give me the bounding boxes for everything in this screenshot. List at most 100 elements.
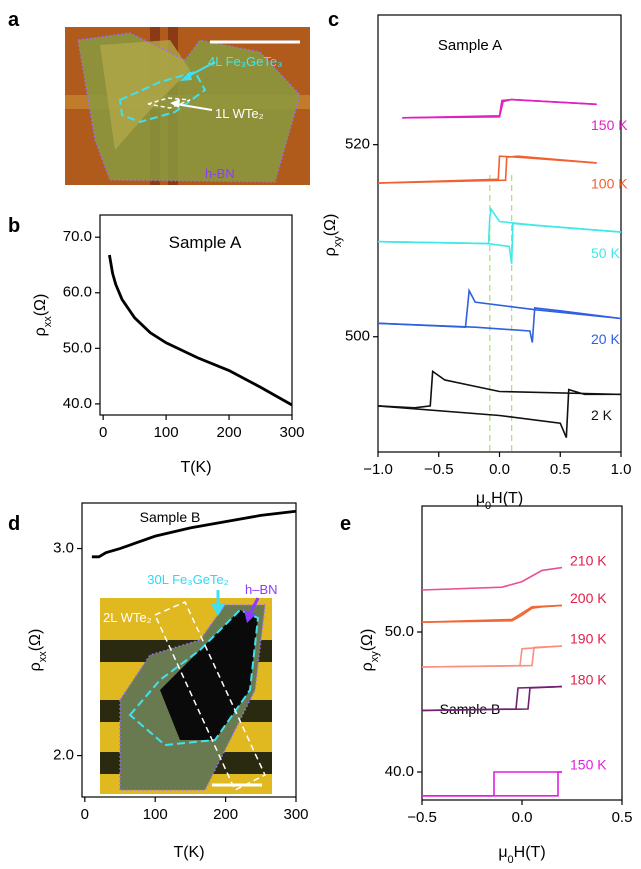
data-line bbox=[108, 254, 293, 407]
x-axis-label-part: H(T) bbox=[491, 490, 523, 507]
micrograph-a: 4L Fe₃GeTe₃ 1L WTe₂ h-BN bbox=[65, 27, 310, 185]
x-tick-label: 0.5 bbox=[550, 461, 571, 478]
data-line bbox=[377, 388, 621, 438]
y-axis-label-part: xx bbox=[37, 651, 49, 663]
label-wte2: 1L WTe₂ bbox=[215, 106, 264, 121]
y-axis-label-part: (Ω) bbox=[27, 629, 44, 652]
y-axis-label-part: ρ bbox=[32, 327, 49, 336]
y-axis-label-part: ρ bbox=[359, 662, 376, 671]
x-tick-label: 100 bbox=[143, 806, 168, 823]
y-axis-label-part: (Ω) bbox=[359, 629, 376, 652]
data-line bbox=[377, 307, 622, 343]
series-label: 100 K bbox=[591, 176, 628, 192]
x-tick-label: 200 bbox=[217, 424, 242, 441]
x-tick-label: −0.5 bbox=[424, 461, 454, 478]
y-axis-label: ρxx(Ω) bbox=[32, 294, 54, 337]
x-tick-label: 200 bbox=[213, 806, 238, 823]
panel-label: a bbox=[8, 9, 20, 31]
x-axis-label: T(K) bbox=[180, 459, 211, 476]
y-tick-label: 60.0 bbox=[63, 284, 92, 301]
y-axis-label-part: ρ bbox=[27, 662, 44, 671]
data-line bbox=[421, 566, 563, 591]
data-line bbox=[402, 98, 597, 119]
y-tick-label: 40.0 bbox=[385, 763, 414, 780]
micrograph-d: 30L Fe₃GeTe₂ h–BN 2L WTe₂ bbox=[100, 572, 278, 794]
series-label: 2 K bbox=[591, 407, 613, 423]
x-tick-label: 0.0 bbox=[512, 809, 533, 826]
data-line bbox=[421, 645, 563, 668]
y-tick-label: 3.0 bbox=[53, 540, 74, 557]
y-tick-label: 50.0 bbox=[385, 623, 414, 640]
data-line bbox=[421, 604, 563, 623]
series-label: 150 K bbox=[570, 757, 607, 773]
x-tick-label: 0 bbox=[81, 806, 89, 823]
plot-frame bbox=[81, 502, 297, 798]
data-line bbox=[421, 685, 563, 712]
x-tick-label: 0.5 bbox=[612, 809, 633, 826]
y-tick-label: 70.0 bbox=[63, 228, 92, 245]
series-label: 200 K bbox=[570, 590, 607, 606]
x-tick-label: 100 bbox=[154, 424, 179, 441]
data-line bbox=[377, 287, 622, 328]
inset-label: 2L WTe₂ bbox=[103, 610, 152, 625]
annotation: Sample A bbox=[169, 233, 242, 252]
y-tick-label: 520 bbox=[345, 136, 370, 153]
y-axis-label-part: (Ω) bbox=[32, 294, 49, 317]
panel-label: d bbox=[8, 513, 20, 535]
data-line bbox=[377, 206, 622, 245]
series-label: 210 K bbox=[570, 552, 607, 568]
label-fgt: 4L Fe₃GeTe₃ bbox=[208, 54, 282, 69]
x-axis-label: T(K) bbox=[173, 844, 204, 861]
y-axis-label: ρxy(Ω) bbox=[322, 214, 344, 257]
x-axis-label-part: T(K) bbox=[180, 459, 211, 476]
panel-label: c bbox=[328, 9, 339, 31]
plot-frame bbox=[377, 14, 622, 453]
y-tick-label: 2.0 bbox=[53, 747, 74, 764]
data-line bbox=[421, 645, 563, 668]
x-axis-label-part: μ bbox=[498, 844, 507, 861]
series-label: 190 K bbox=[570, 631, 607, 647]
x-axis-label-part: H(T) bbox=[514, 844, 546, 861]
y-tick-label: 500 bbox=[345, 328, 370, 345]
x-tick-label: 300 bbox=[283, 806, 308, 823]
y-axis-label-part: xy bbox=[369, 651, 381, 663]
data-line bbox=[422, 771, 562, 797]
annotation: Sample B bbox=[140, 509, 201, 525]
x-tick-label: 0 bbox=[99, 424, 107, 441]
panel-label: b bbox=[8, 215, 20, 237]
inset-label: 30L Fe₃GeTe₂ bbox=[147, 572, 228, 587]
inset-label: h–BN bbox=[245, 582, 278, 597]
x-tick-label: −1.0 bbox=[363, 461, 393, 478]
data-line bbox=[377, 155, 597, 184]
x-tick-label: −0.5 bbox=[407, 809, 437, 826]
label-hbn: h-BN bbox=[205, 166, 235, 181]
x-tick-label: 1.0 bbox=[611, 461, 632, 478]
panel-label: e bbox=[340, 513, 351, 535]
series-label: 50 K bbox=[591, 245, 620, 261]
data-line bbox=[377, 369, 622, 409]
y-axis-label: ρxy(Ω) bbox=[359, 629, 381, 672]
y-axis-label-part: (Ω) bbox=[322, 214, 339, 237]
y-axis-label: ρxx(Ω) bbox=[27, 629, 49, 672]
series-label: 180 K bbox=[570, 671, 607, 687]
y-axis-label-part: xy bbox=[332, 236, 344, 248]
x-axis-label-part: μ bbox=[476, 490, 485, 507]
y-axis-label-part: ρ bbox=[322, 247, 339, 256]
x-axis-label-part: 0 bbox=[508, 854, 514, 866]
x-axis-label: μ0H(T) bbox=[498, 844, 545, 866]
y-axis-label-part: xx bbox=[42, 316, 54, 328]
y-tick-label: 50.0 bbox=[63, 339, 92, 356]
series-label: 20 K bbox=[591, 331, 620, 347]
data-line bbox=[91, 509, 297, 559]
y-tick-label: 40.0 bbox=[63, 395, 92, 412]
annotation: Sample A bbox=[438, 37, 502, 54]
x-tick-label: 0.0 bbox=[489, 461, 510, 478]
series-label: 150 K bbox=[591, 117, 628, 133]
data-line bbox=[422, 771, 562, 797]
x-tick-label: 300 bbox=[279, 424, 304, 441]
x-axis-label-part: T(K) bbox=[173, 844, 204, 861]
plot-frame bbox=[99, 214, 293, 416]
x-axis-label: μ0H(T) bbox=[476, 490, 523, 512]
